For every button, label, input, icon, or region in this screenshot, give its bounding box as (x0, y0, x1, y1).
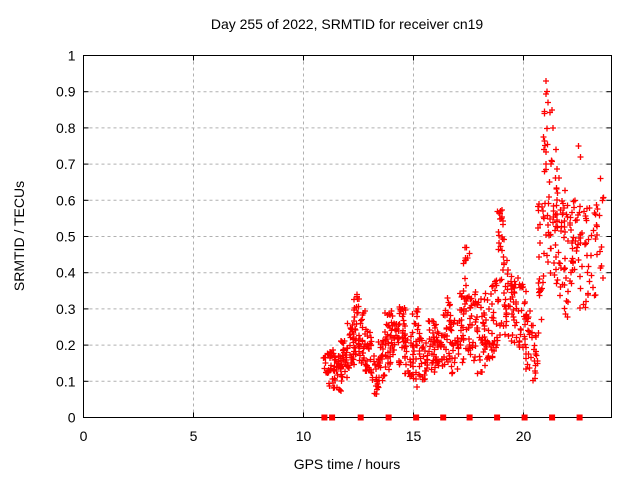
y-tick-label: 0.6 (56, 192, 76, 208)
chart-title: Day 255 of 2022, SRMTID for receiver cn1… (210, 16, 484, 32)
zero-marker-square (466, 414, 473, 421)
series-srmtid-points (320, 78, 607, 397)
zero-marker-square (576, 414, 583, 421)
y-tick-label: 0.4 (56, 265, 76, 281)
y-tick-label: 0.5 (56, 229, 76, 245)
x-tick-label: 5 (190, 428, 198, 444)
zero-marker-square (521, 414, 528, 421)
zero-marker-square (321, 414, 328, 421)
x-tick-label: 0 (80, 428, 88, 444)
y-tick-label: 1 (68, 48, 76, 64)
x-axis-label: GPS time / hours (293, 456, 401, 472)
zero-marker-square (357, 414, 364, 421)
zero-marker-square (385, 414, 392, 421)
zero-marker-square (549, 414, 556, 421)
y-tick-label: 0.7 (56, 156, 76, 172)
y-tick-label: 0.2 (56, 337, 76, 353)
y-tick-label: 0.3 (56, 301, 76, 317)
zero-marker-square (413, 414, 420, 421)
zero-marker-square (329, 414, 336, 421)
x-tick-label: 10 (296, 428, 312, 444)
y-tick-label: 0 (68, 410, 76, 426)
y-tick-label: 0.8 (56, 120, 76, 136)
x-tick-label: 15 (406, 428, 422, 444)
x-tick-label: 20 (516, 428, 532, 444)
y-tick-label: 0.9 (56, 84, 76, 100)
zero-marker-square (440, 414, 447, 421)
y-tick-label: 0.1 (56, 373, 76, 389)
zero-marker-square (494, 414, 501, 421)
